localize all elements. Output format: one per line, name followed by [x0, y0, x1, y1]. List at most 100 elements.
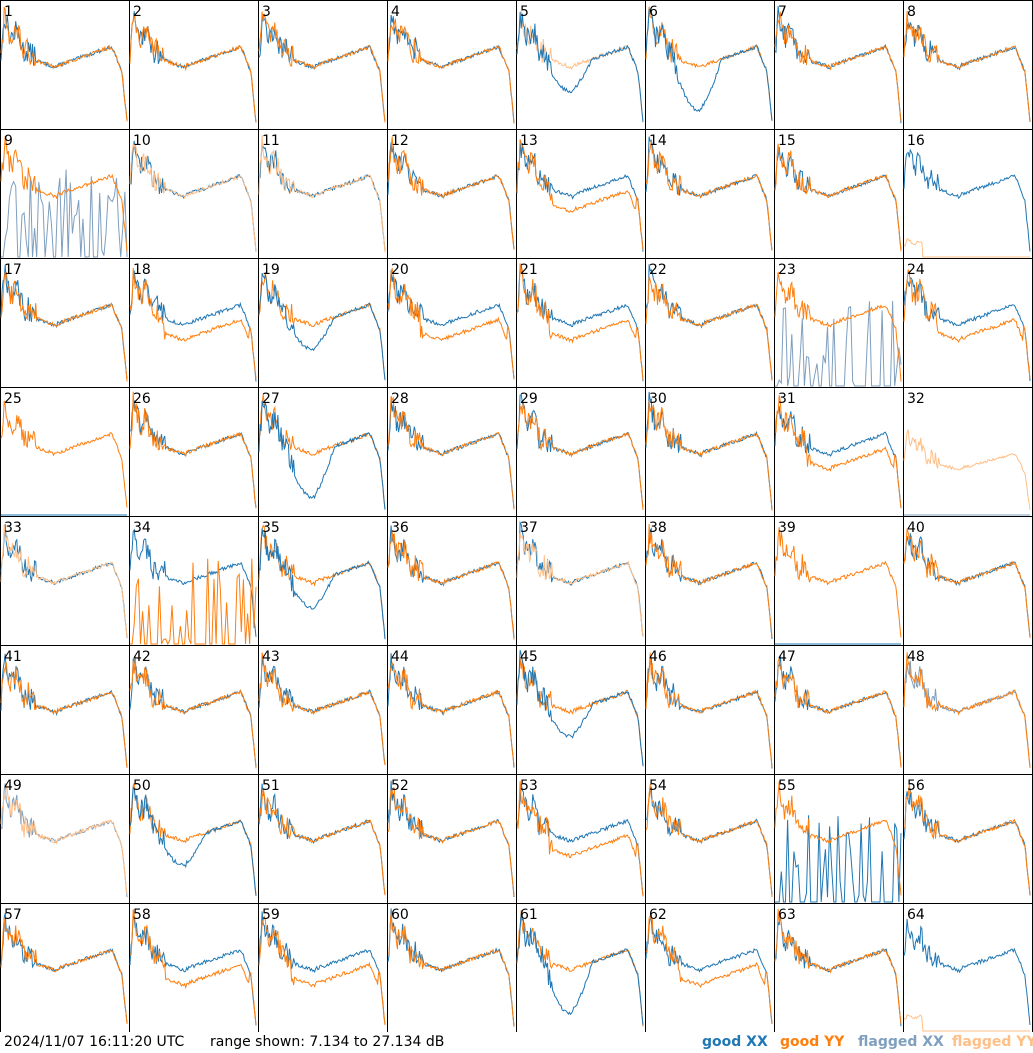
yy-spectrum [645, 276, 773, 381]
antenna-panel-51: 51 [258, 774, 388, 904]
yy-spectrum [129, 391, 257, 509]
antenna-label: 52 [391, 778, 409, 794]
panel-frame [516, 516, 646, 646]
antenna-label: 9 [4, 133, 13, 149]
antenna-label: 12 [391, 133, 409, 149]
antenna-panel-7: 7 [774, 0, 904, 130]
yy-spectrum [129, 268, 257, 379]
antenna-label: 55 [778, 778, 796, 794]
antenna-panel-32: 32 [903, 387, 1033, 517]
antenna-label: 26 [133, 391, 151, 407]
yy-spectrum [774, 781, 902, 896]
xx-spectrum [258, 400, 386, 510]
antenna-label: 56 [907, 778, 925, 794]
antenna-label: 27 [262, 391, 280, 407]
antenna-label: 25 [4, 391, 22, 407]
antenna-label: 31 [778, 391, 796, 407]
antenna-label: 47 [778, 649, 796, 665]
antenna-panel-4: 4 [387, 0, 517, 130]
antenna-panel-13: 13 [516, 129, 646, 259]
antenna-label: 3 [262, 4, 271, 20]
antenna-panel-30: 30 [645, 387, 775, 517]
antenna-label: 53 [520, 778, 538, 794]
antenna-label: 34 [133, 520, 151, 536]
antenna-label: 60 [391, 907, 409, 923]
panel-frame [903, 258, 1033, 388]
timestamp: 2024/11/07 16:11:20 UTC [4, 1034, 185, 1050]
xx-spectrum [903, 148, 1031, 252]
yy-spectrum [387, 268, 515, 380]
antenna-panel-20: 20 [387, 258, 517, 388]
yy-spectrum [516, 401, 644, 511]
antenna-panel-16: 16 [903, 129, 1033, 259]
yy-spectrum [774, 11, 902, 122]
antenna-panel-62: 62 [645, 903, 775, 1032]
antenna-panel-63: 63 [774, 903, 904, 1032]
antenna-label: 2 [133, 4, 142, 20]
antenna-panel-55: 55 [774, 774, 904, 904]
antenna-label: 30 [649, 391, 667, 407]
xx-spectrum [903, 660, 1031, 766]
antenna-label: 59 [262, 907, 280, 923]
xx-spectrum [0, 913, 128, 1024]
antenna-label: 61 [520, 907, 538, 923]
antenna-panel-60: 60 [387, 903, 517, 1032]
antenna-label: 13 [520, 133, 538, 149]
yy-spectrum [774, 908, 902, 1024]
yy-spectrum [0, 6, 128, 122]
yy-spectrum [0, 662, 128, 768]
legend-flagged-yy: flagged YY [952, 1034, 1033, 1050]
yy-spectrum [774, 395, 902, 508]
xx-spectrum [775, 815, 902, 903]
yy-spectrum [903, 528, 1031, 639]
antenna-label: 41 [4, 649, 22, 665]
antenna-label: 7 [778, 4, 787, 20]
antenna-label: 8 [907, 4, 916, 20]
antenna-panel-34: 34 [129, 516, 259, 646]
antenna-panel-8: 8 [903, 0, 1033, 130]
yy-spectrum [0, 400, 128, 508]
antenna-panel-29: 29 [516, 387, 646, 517]
panel-frame [516, 0, 646, 130]
xx-spectrum [387, 908, 515, 1027]
antenna-label: 51 [262, 778, 280, 794]
antenna-panel-33: 33 [0, 516, 130, 646]
antenna-panel-19: 19 [258, 258, 388, 388]
antenna-label: 32 [907, 391, 925, 407]
yy-spectrum [903, 784, 1031, 895]
yy-spectrum [0, 136, 128, 252]
antenna-label: 23 [778, 262, 796, 278]
antenna-panel-61: 61 [516, 903, 646, 1032]
panel-frame [387, 903, 517, 1032]
antenna-panel-26: 26 [129, 387, 259, 517]
xx-spectrum [258, 911, 386, 1025]
legend-good-yy: good YY [780, 1034, 845, 1050]
yy-spectrum [903, 652, 1031, 769]
xx-spectrum [387, 270, 515, 379]
antenna-panel-44: 44 [387, 645, 517, 775]
antenna-label: 4 [391, 4, 400, 20]
panel-frame [516, 903, 646, 1032]
panel-frame [516, 387, 646, 517]
xx-spectrum [645, 136, 773, 251]
xx-spectrum [387, 142, 515, 250]
antenna-label: 21 [520, 262, 538, 278]
panel-frame [258, 258, 388, 388]
panel-frame [645, 903, 775, 1032]
antenna-label: 22 [649, 262, 667, 278]
antenna-label: 40 [907, 520, 925, 536]
antenna-panel-43: 43 [258, 645, 388, 775]
antenna-panel-22: 22 [645, 258, 775, 388]
xx-spectrum [645, 915, 773, 1024]
xx-spectrum [903, 21, 1031, 122]
xx-spectrum [903, 276, 1031, 382]
antenna-panel-41: 41 [0, 645, 130, 775]
xx-spectrum [516, 263, 644, 382]
yy-spectrum [516, 533, 644, 637]
antenna-panel-18: 18 [129, 258, 259, 388]
yy-spectrum [903, 1013, 1030, 1032]
antenna-label: 1 [4, 4, 13, 20]
yy-spectrum [387, 18, 515, 124]
xx-spectrum [516, 913, 644, 1026]
yy-spectrum [516, 263, 644, 381]
